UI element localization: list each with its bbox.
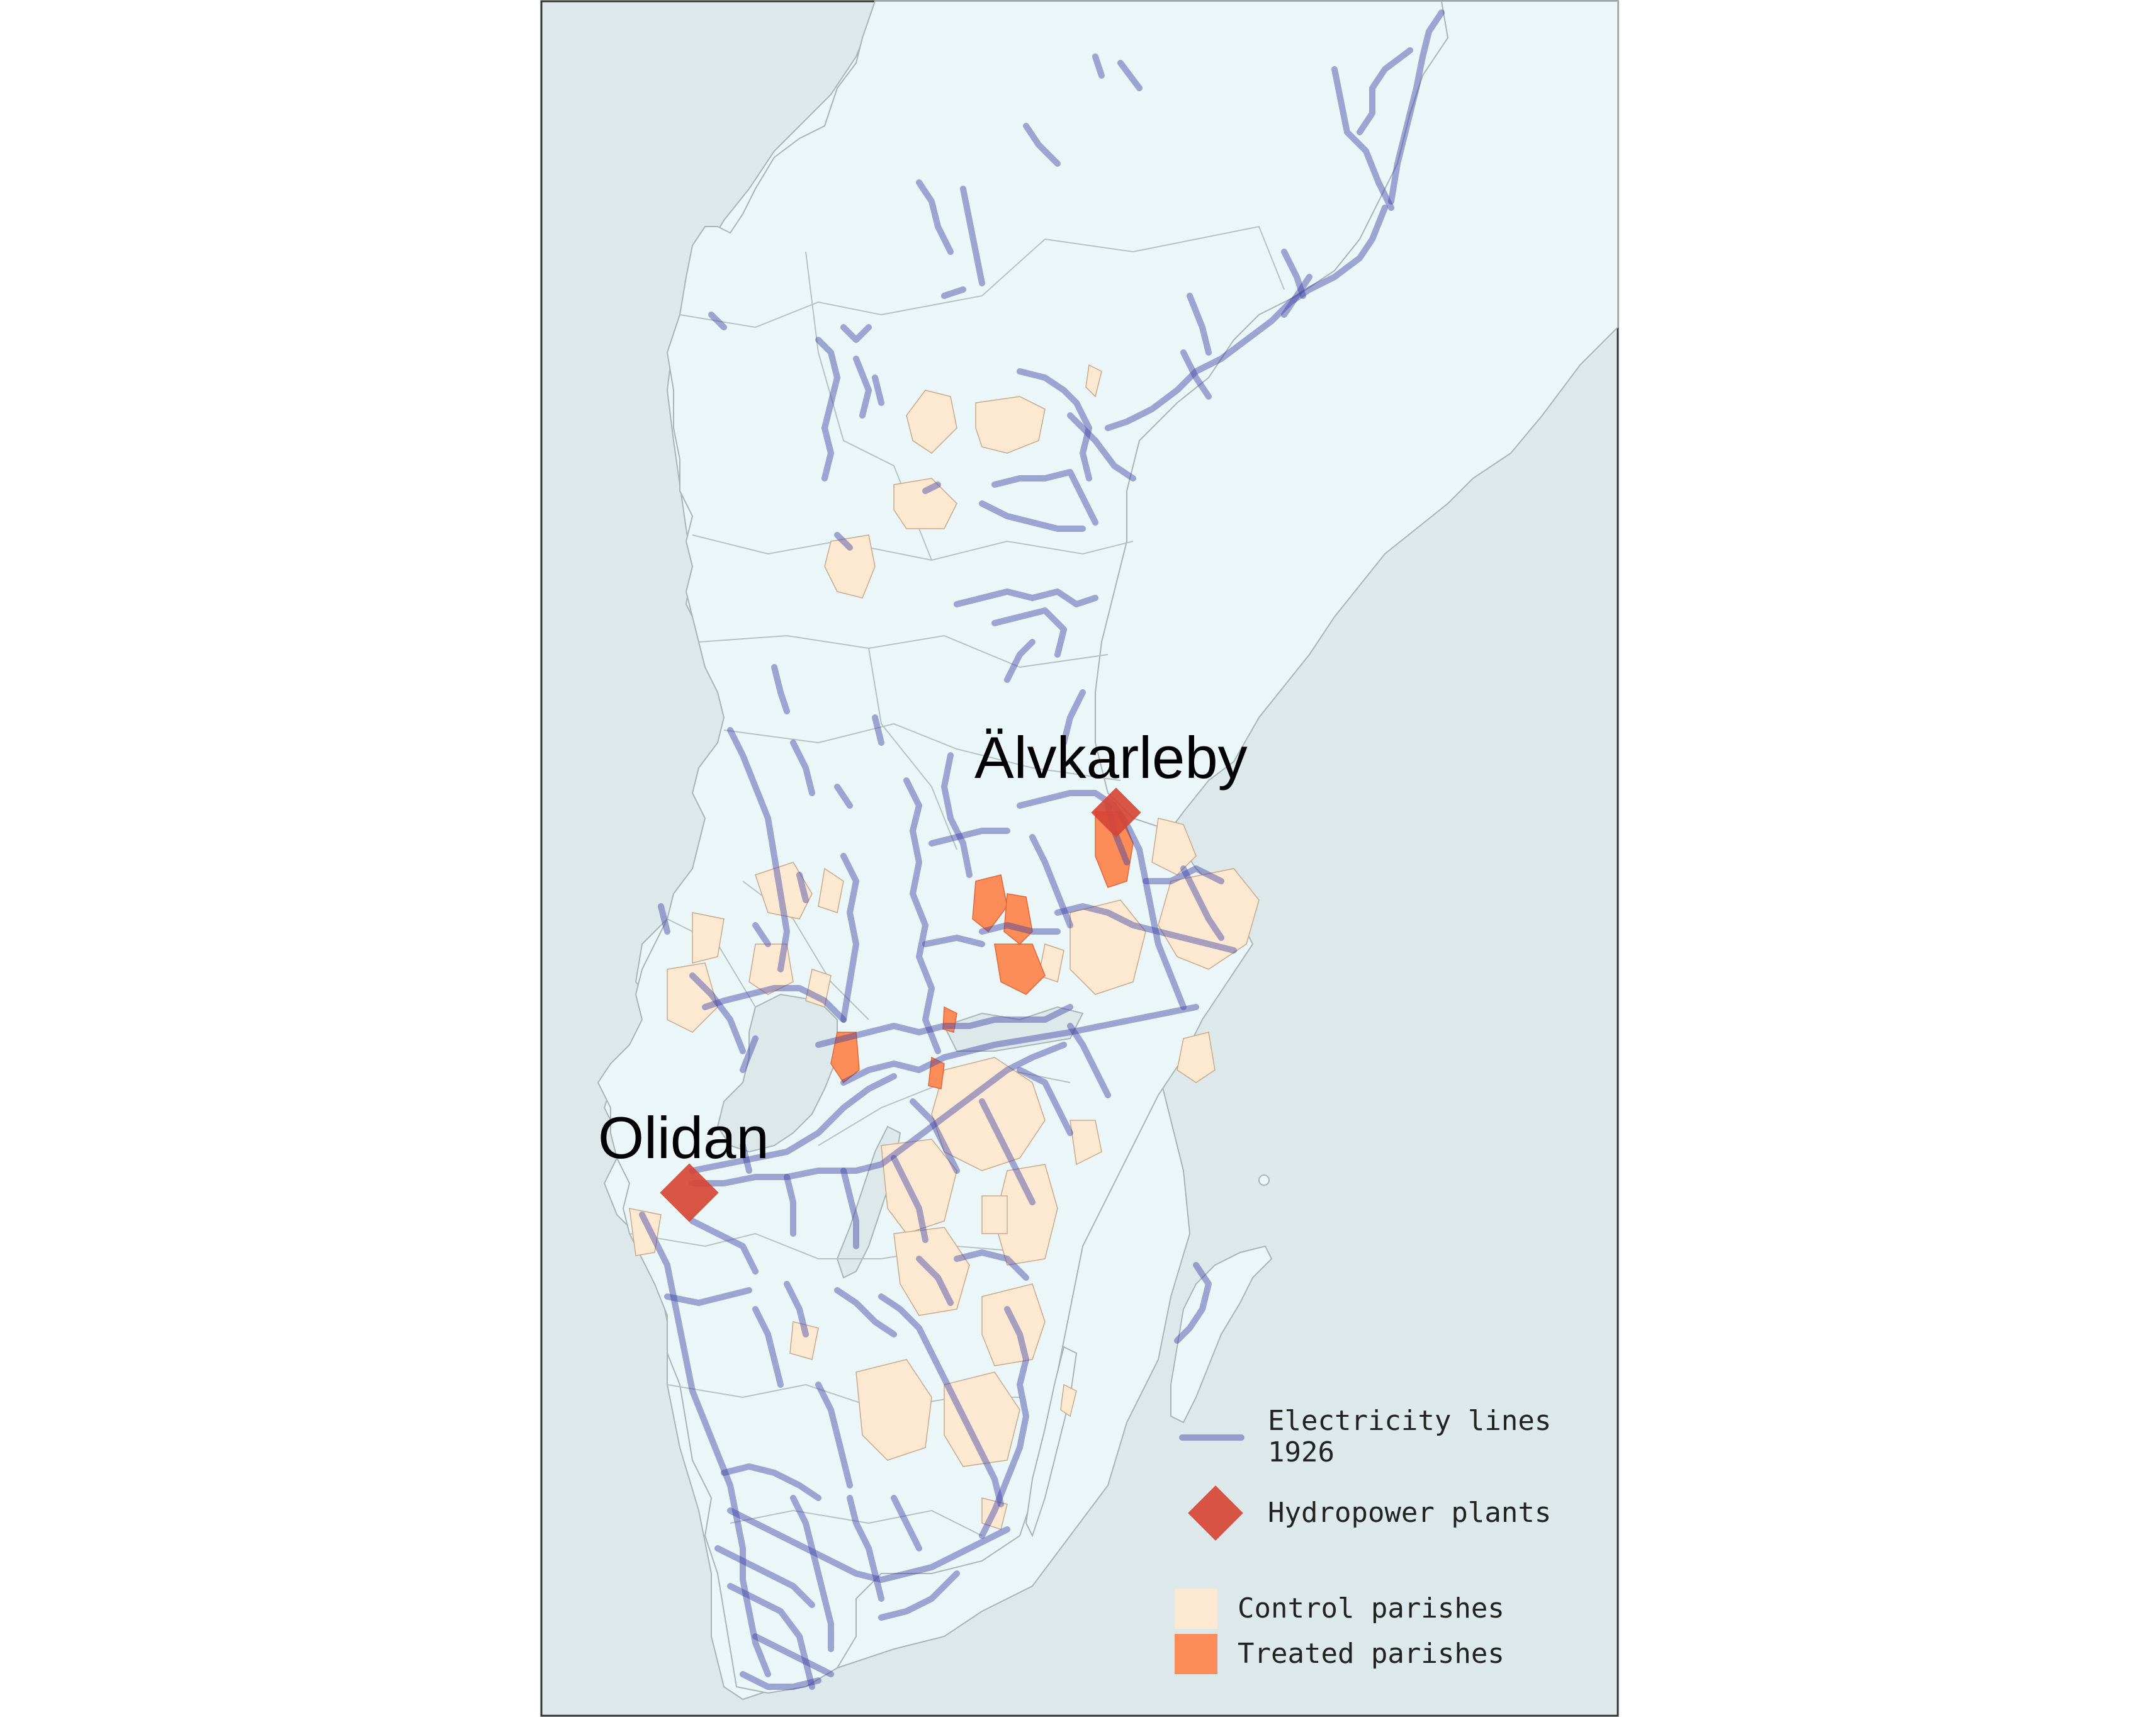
legend-electricity-label-line2: 1926	[1268, 1436, 1335, 1468]
legend-control-symbol	[1175, 1589, 1217, 1629]
label-alvkarleby: Älvkarleby	[974, 724, 1248, 791]
legend-treated-label: Treated parishes	[1238, 1638, 1504, 1670]
legend-hydropower-symbol	[1188, 1485, 1243, 1541]
control-parishes	[629, 364, 1260, 1530]
legend-hydropower-label: Hydropower plants	[1268, 1497, 1551, 1529]
hydropower-plant-alvkarleby	[1091, 787, 1141, 838]
treated-parishes	[830, 811, 1134, 1089]
label-olidan: Olidan	[598, 1105, 769, 1171]
gotska-island	[1258, 1174, 1270, 1186]
legend-electricity-label-line1: Electricity lines	[1268, 1405, 1551, 1437]
legend-control-label: Control parishes	[1238, 1592, 1504, 1624]
lake-malaren	[943, 1006, 1084, 1052]
sweden-land	[597, 0, 1449, 1694]
hydropower-plants	[660, 787, 1141, 1222]
map-legend: Electricity lines 1926 Hydropower plants…	[1175, 1405, 1551, 1674]
hydropower-plant-olidan	[660, 1163, 719, 1222]
legend-treated-symbol	[1175, 1634, 1217, 1674]
gotland-island	[1170, 1245, 1273, 1424]
electricity-lines	[639, 9, 1445, 1690]
lake-vanern	[716, 993, 838, 1153]
